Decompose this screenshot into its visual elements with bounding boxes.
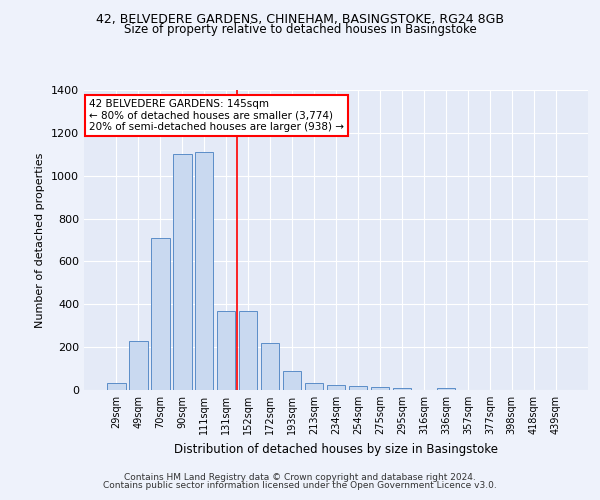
Text: 42 BELVEDERE GARDENS: 145sqm
← 80% of detached houses are smaller (3,774)
20% of: 42 BELVEDERE GARDENS: 145sqm ← 80% of de… (89, 99, 344, 132)
Text: 42, BELVEDERE GARDENS, CHINEHAM, BASINGSTOKE, RG24 8GB: 42, BELVEDERE GARDENS, CHINEHAM, BASINGS… (96, 12, 504, 26)
Bar (283, 370, 301, 390)
Bar (173, 154, 191, 390)
Bar (326, 386, 346, 390)
Bar (239, 310, 257, 390)
Y-axis label: Number of detached properties: Number of detached properties (35, 152, 46, 328)
Bar (437, 388, 455, 390)
Bar (195, 152, 214, 390)
Bar (107, 382, 125, 390)
Bar (349, 386, 367, 390)
Bar (305, 382, 323, 390)
Bar (392, 388, 411, 390)
Text: Contains HM Land Registry data © Crown copyright and database right 2024.: Contains HM Land Registry data © Crown c… (124, 472, 476, 482)
Text: Contains public sector information licensed under the Open Government Licence v3: Contains public sector information licen… (103, 481, 497, 490)
Bar (129, 340, 148, 390)
Bar (261, 343, 280, 390)
Text: Distribution of detached houses by size in Basingstoke: Distribution of detached houses by size … (174, 442, 498, 456)
Text: Size of property relative to detached houses in Basingstoke: Size of property relative to detached ho… (124, 22, 476, 36)
Bar (371, 388, 389, 390)
Bar (151, 238, 170, 390)
Bar (217, 310, 235, 390)
